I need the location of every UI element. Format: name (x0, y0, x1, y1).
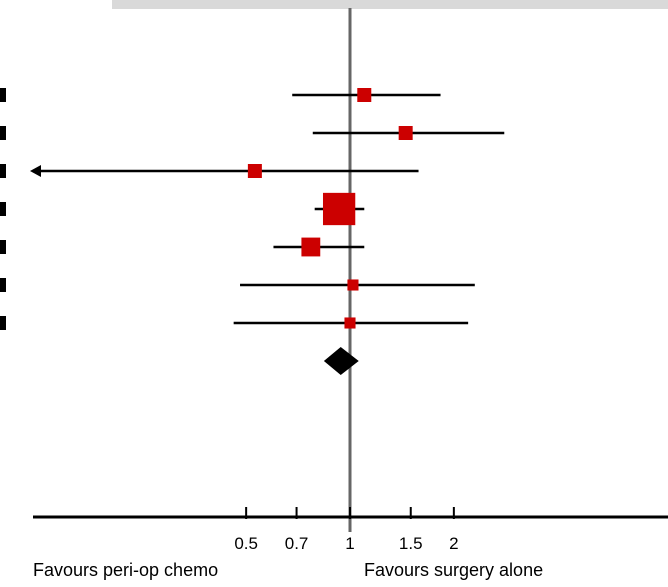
clipped-label-2 (0, 126, 6, 140)
clipped-label-1 (0, 88, 6, 102)
point-estimate-square (347, 279, 359, 291)
point-estimate-square (247, 164, 262, 178)
point-estimate-square (398, 126, 413, 140)
point-estimate-square (344, 317, 356, 329)
point-estimate-square (357, 88, 372, 102)
clipped-label-7 (0, 316, 6, 330)
x-axis-ticks: 0.5 0.7 1 1.5 2 (234, 507, 459, 553)
right-favours-label: Favours surgery alone (364, 560, 544, 580)
x-tick-label: 1.5 (399, 534, 423, 553)
left-favours-label: Favours peri-op chemo (33, 560, 219, 580)
x-tick-label: 0.5 (234, 534, 258, 553)
ci-arrow-left (30, 165, 41, 177)
point-estimate-square (301, 237, 321, 257)
clipped-label-3 (0, 164, 6, 178)
x-tick-label: 1 (345, 534, 354, 553)
clipped-label-6 (0, 278, 6, 292)
clipped-label-4 (0, 202, 6, 216)
pooled-estimate-diamond (323, 347, 359, 375)
x-tick-label: 0.7 (285, 534, 309, 553)
top-band (112, 0, 668, 9)
x-tick-label: 2 (449, 534, 458, 553)
study-rows (30, 88, 505, 329)
clipped-label-5 (0, 240, 6, 254)
point-estimate-square (322, 192, 356, 226)
clipped-row-labels (0, 88, 6, 330)
